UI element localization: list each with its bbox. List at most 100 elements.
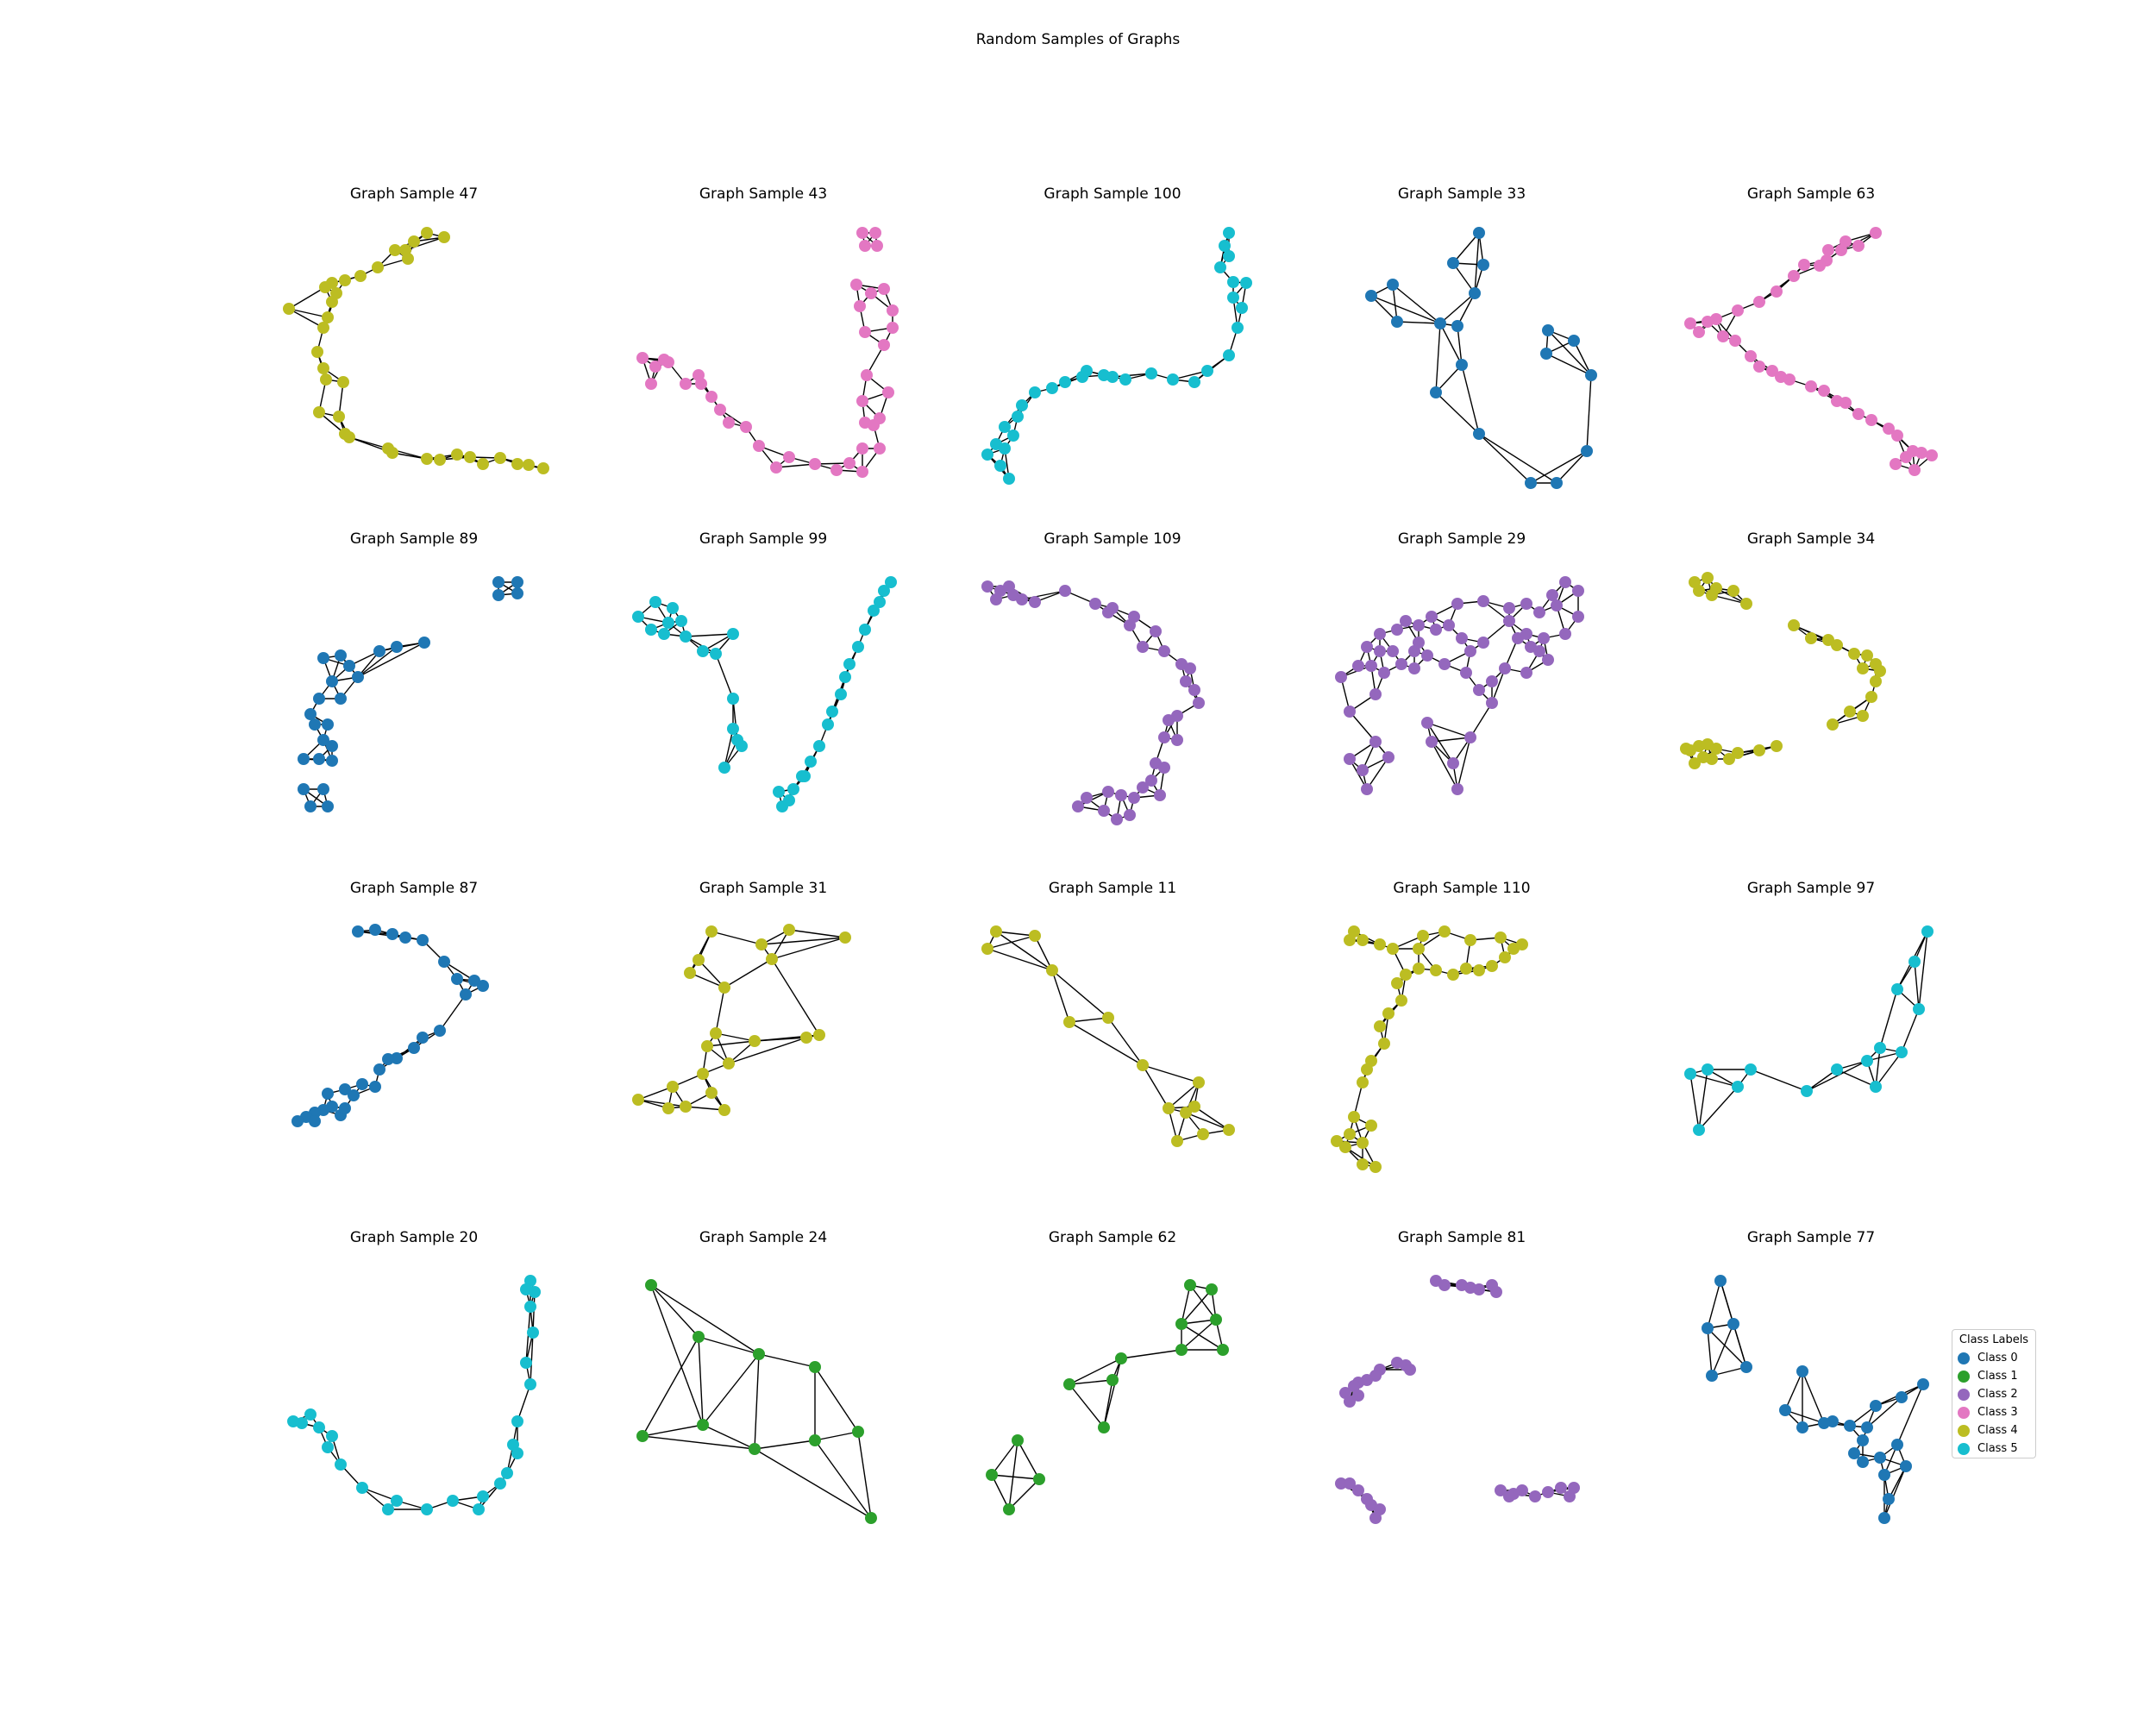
graph-edge — [357, 642, 425, 678]
graph-node — [1693, 1124, 1705, 1136]
panel-title: Graph Sample 20 — [350, 1229, 478, 1246]
graph-node — [1891, 430, 1903, 442]
graph-node — [1745, 1063, 1757, 1076]
graph-panel: Graph Sample 62 — [986, 1229, 1229, 1515]
graph-node — [994, 460, 1006, 472]
graph-node — [736, 740, 748, 752]
graph-node — [1391, 977, 1403, 989]
graph-node — [1469, 287, 1481, 299]
graph-edge — [685, 633, 734, 637]
graph-node — [1443, 619, 1455, 631]
graph-node — [1438, 925, 1451, 938]
graph-node — [783, 924, 795, 936]
graph-node — [1915, 447, 1927, 459]
graph-node — [1417, 930, 1429, 942]
graph-edge — [728, 1037, 807, 1064]
graph-edge — [1733, 1323, 1747, 1368]
graph-node — [1369, 1161, 1382, 1173]
graph-node — [1438, 658, 1451, 670]
graph-node — [705, 1087, 718, 1099]
graph-node — [391, 1495, 403, 1507]
graph-node — [636, 1430, 649, 1442]
legend-item-class-2: Class 2 — [1958, 1385, 2030, 1403]
panel-title: Graph Sample 63 — [1747, 185, 1875, 203]
graph-node — [537, 462, 549, 474]
graph-edge — [1836, 1069, 1877, 1088]
graph-node — [447, 1495, 459, 1507]
graph-node — [287, 1415, 299, 1427]
graph-node — [822, 718, 834, 731]
graph-edge — [1370, 295, 1441, 324]
graph-node — [869, 227, 881, 239]
graph-node — [1684, 1068, 1696, 1080]
graph-node — [1848, 648, 1860, 660]
graph-node — [354, 270, 367, 282]
legend-item-class-3: Class 3 — [1958, 1403, 2030, 1421]
graph-edge — [1698, 1086, 1739, 1131]
graph-node — [1408, 662, 1420, 674]
graph-node — [1542, 1486, 1554, 1498]
legend-item-class-5: Class 5 — [1958, 1440, 2030, 1458]
graph-node — [1706, 1370, 1718, 1382]
graph-node — [1464, 645, 1476, 657]
graph-node — [1917, 1378, 1929, 1390]
graph-edge — [1478, 433, 1557, 484]
graph-node — [1542, 324, 1554, 336]
graph-edge — [1457, 325, 1463, 366]
graph-node — [527, 1327, 539, 1339]
graph-node — [1115, 789, 1127, 801]
graph-node — [981, 580, 993, 593]
graph-node — [1180, 675, 1192, 687]
graph-node — [477, 980, 489, 992]
graph-edge — [689, 972, 725, 988]
graph-node — [839, 671, 851, 683]
graph-node — [1473, 428, 1485, 440]
graph-node — [382, 1503, 394, 1515]
graph-panel: Graph Sample 63 — [1684, 185, 1938, 476]
graph-node — [1421, 649, 1433, 662]
graph-node — [1831, 1063, 1843, 1076]
graph-node — [1098, 805, 1110, 817]
legend-marker-class-3 — [1958, 1406, 1970, 1419]
graph-node — [649, 596, 661, 608]
graph-node — [1171, 734, 1183, 746]
graph-node — [326, 740, 338, 752]
graph-node — [1063, 1016, 1075, 1028]
graph-node — [313, 693, 325, 705]
graph-node — [434, 454, 446, 466]
graph-node — [1111, 813, 1123, 825]
graph-node — [1339, 1141, 1351, 1153]
graph-node — [1335, 1477, 1347, 1490]
graph-node — [1193, 697, 1205, 709]
graph-node — [809, 1434, 821, 1446]
graph-node — [1796, 1421, 1808, 1433]
graph-node — [727, 723, 739, 735]
graph-node — [1818, 1417, 1830, 1429]
graph-node — [1447, 969, 1459, 981]
graph-node — [1016, 593, 1028, 605]
graph-node — [1227, 276, 1239, 288]
graph-node — [1361, 1063, 1373, 1076]
graph-edge — [1470, 702, 1493, 738]
graph-edge — [439, 994, 467, 1032]
graph-edge — [1707, 1327, 1713, 1377]
graph-node — [1357, 1158, 1369, 1170]
graph-node — [1046, 382, 1058, 394]
graph-node — [1581, 445, 1593, 457]
graph-node — [859, 326, 871, 338]
graph-panel: Graph Sample 20 — [287, 1229, 541, 1515]
graph-edge — [1426, 722, 1454, 764]
graph-node — [783, 451, 795, 463]
graph-node — [1533, 645, 1545, 657]
graph-node — [1753, 744, 1765, 756]
graph-node — [1551, 599, 1563, 612]
graph-node — [680, 1101, 692, 1113]
graph-node — [1460, 667, 1472, 679]
graph-node — [1184, 1279, 1196, 1291]
graph-node — [1344, 706, 1356, 718]
graph-node — [1529, 1490, 1541, 1502]
graph-node — [373, 1063, 385, 1076]
graph-node — [1766, 365, 1778, 377]
figure-title: Random Samples of Graphs — [975, 31, 1181, 48]
graph-edge — [1784, 1371, 1803, 1411]
